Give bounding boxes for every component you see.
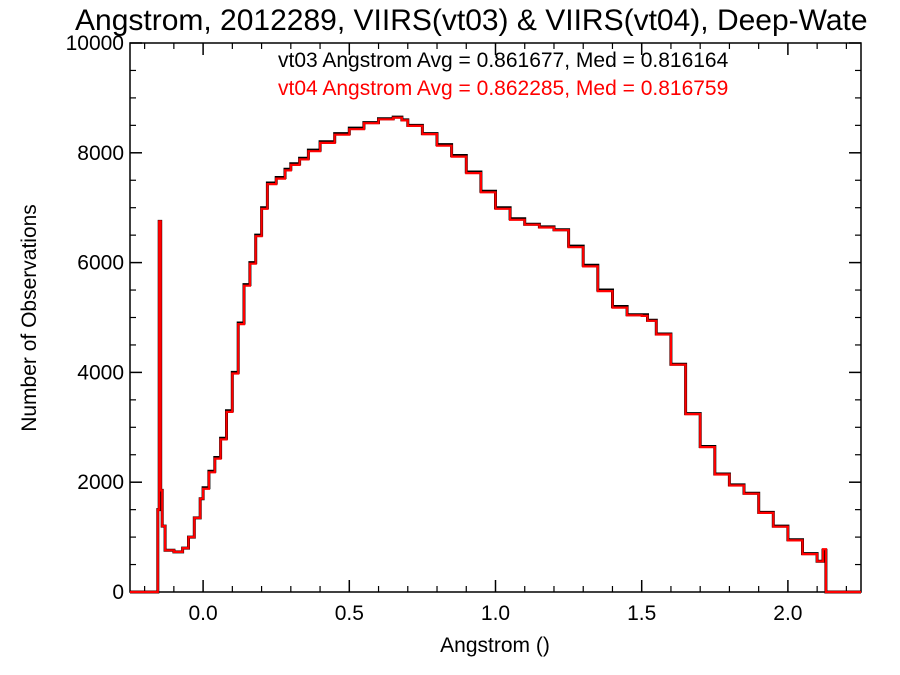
series-lines (130, 115, 861, 594)
x-axis-label: Angstrom () (440, 634, 550, 657)
x-tick-label: 1.0 (481, 602, 510, 625)
x-tick-label: 0.0 (188, 602, 217, 625)
y-tick-label: 6000 (77, 252, 124, 275)
series-line-vt03 (130, 115, 861, 594)
plot-frame (129, 42, 862, 593)
x-tick-label: 2.0 (773, 602, 802, 625)
axis-tick-labels: 0.0 0.5 1.0 1.5 2.0 0 2000 4000 6000 8000 10000 (66, 32, 803, 625)
y-tick-label: 10000 (66, 32, 124, 55)
series-line-vt04 (130, 116, 861, 594)
y-tick-label: 2000 (77, 471, 124, 494)
y-tick-label: 8000 (77, 142, 124, 165)
y-tick-label: 4000 (77, 361, 124, 384)
axis-ticks (130, 42, 861, 593)
y-tick-label: 0 (112, 581, 124, 604)
annotation-vt03: vt03 Angstrom Avg = 0.861677, Med = 0.81… (278, 49, 729, 72)
x-tick-label: 1.5 (627, 602, 656, 625)
annotation-vt04: vt04 Angstrom Avg = 0.862285, Med = 0.81… (278, 77, 728, 100)
x-tick-label: 0.5 (335, 602, 364, 625)
y-axis-label: Number of Observations (18, 204, 41, 432)
chart-title: Angstrom, 2012289, VIIRS(vt03) & VIIRS(v… (75, 4, 868, 37)
